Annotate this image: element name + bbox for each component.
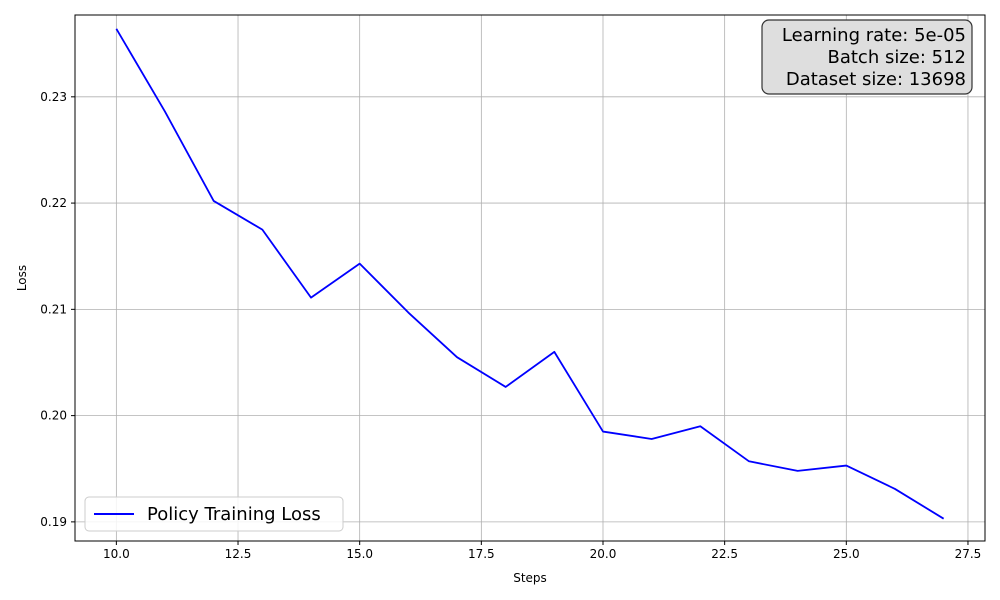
- x-tick-label: 25.0: [833, 547, 860, 561]
- annotation-dataset-size: Dataset size: 13698: [786, 69, 966, 90]
- y-tick-label: 0.21: [40, 302, 67, 316]
- x-axis-ticks: 10.0 12.5 15.0 17.5 20.0 22.5 25.0 27.5: [103, 541, 981, 561]
- legend: Policy Training Loss: [84, 496, 344, 532]
- x-tick-label: 15.0: [346, 547, 373, 561]
- hyperparameter-annotation-box: Learning rate: 5e-05 Batch size: 512 Dat…: [761, 19, 973, 95]
- x-tick-label: 20.0: [590, 547, 617, 561]
- x-tick-label: 27.5: [955, 547, 982, 561]
- annotation-learning-rate: Learning rate: 5e-05: [782, 25, 966, 46]
- annotation-box-background: [761, 19, 973, 95]
- plot-area-frame: [74, 14, 986, 542]
- y-tick-label: 0.23: [40, 90, 67, 104]
- legend-box: [84, 496, 344, 532]
- y-axis-label: Loss: [15, 265, 29, 291]
- x-tick-label: 17.5: [468, 547, 495, 561]
- annotation-batch-size: Batch size: 512: [827, 47, 966, 68]
- y-axis-ticks: 0.19 0.20 0.21 0.22 0.23: [40, 90, 75, 529]
- x-tick-label: 12.5: [225, 547, 252, 561]
- series-line-policy-training-loss: [115, 28, 945, 520]
- x-axis-label: Steps: [513, 571, 547, 585]
- y-tick-label: 0.20: [40, 409, 67, 423]
- x-tick-label: 22.5: [711, 547, 738, 561]
- x-tick-label: 10.0: [103, 547, 130, 561]
- y-tick-label: 0.22: [40, 196, 67, 210]
- legend-label-policy-loss: Policy Training Loss: [147, 504, 321, 525]
- y-tick-label: 0.19: [40, 515, 67, 529]
- series-layer: [115, 28, 945, 520]
